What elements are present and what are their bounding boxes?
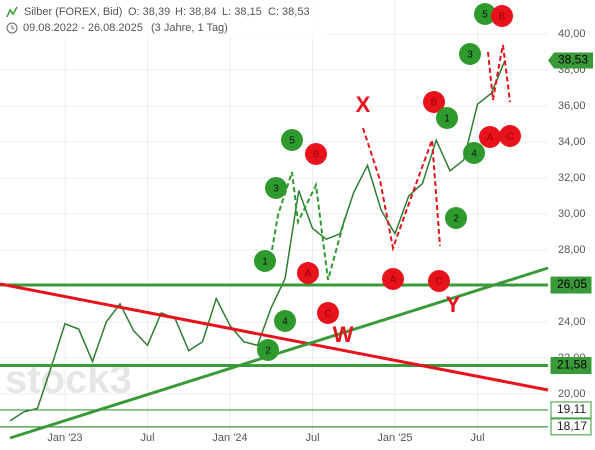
wave-circle	[317, 302, 339, 324]
wave-label: C	[435, 277, 442, 288]
icon	[6, 6, 18, 18]
wave-label: A	[390, 275, 397, 286]
wave-circle	[436, 107, 458, 129]
wave-label: 2	[265, 346, 271, 357]
wave-label: A	[487, 133, 494, 144]
y-tick-label: 20,00	[558, 388, 586, 400]
icon	[11, 25, 15, 30]
level-label: 19,11	[557, 402, 586, 416]
header: Silber (FOREX, Bid) O: 38,39 H: 38,84 L:…	[0, 0, 330, 38]
x-tick-label: Jan '24	[212, 432, 247, 444]
plot	[0, 60, 548, 428]
wave-circle	[297, 262, 319, 284]
y-tick-label: 36,00	[558, 100, 586, 112]
wave-circle	[382, 268, 404, 290]
wave-circle	[305, 143, 327, 165]
y-tick-label: 40,00	[558, 28, 586, 40]
level-tag	[550, 418, 592, 436]
pattern-label: X	[356, 92, 371, 117]
x-tick-label: Jan '25	[377, 432, 412, 444]
wave-circle	[491, 5, 513, 27]
wave-circle	[265, 177, 287, 199]
ohlc: L: 38,15	[222, 6, 262, 18]
projection	[271, 171, 346, 281]
level-tag	[550, 276, 592, 294]
wave-label: 1	[444, 114, 450, 125]
wave-label: B	[313, 150, 320, 161]
wave-circle	[445, 207, 467, 229]
pattern-label: Y	[446, 292, 461, 317]
ohlc: C: 38,53	[268, 6, 310, 18]
price-tag	[548, 52, 593, 69]
wave-circle	[479, 126, 501, 148]
ohlc: O: 38,39	[128, 6, 170, 18]
header-bg	[0, 0, 330, 38]
date-range: 09.08.2022 - 26.08.2025	[23, 22, 143, 34]
level-tag	[550, 401, 592, 419]
wave-label: C	[324, 309, 331, 320]
pattern-label: W	[333, 322, 354, 347]
ohlc: H: 38,84	[175, 6, 217, 18]
title: Silber (FOREX, Bid)	[24, 6, 122, 18]
trend-line	[0, 282, 549, 392]
y-tick-label: 32,00	[558, 172, 586, 184]
wave-label: 1	[262, 257, 268, 268]
wave-circle	[463, 142, 485, 164]
wave-label: A	[305, 269, 312, 280]
wave-circle	[428, 270, 450, 292]
wave-circle	[281, 129, 303, 151]
wave-label: 5	[289, 136, 295, 147]
x-tick-label: Jul	[140, 432, 154, 444]
wave-circle	[274, 310, 296, 332]
wave-circle	[257, 339, 279, 361]
wave-label: C	[506, 132, 513, 143]
wave-circle	[474, 3, 496, 25]
wave-circle	[499, 125, 521, 147]
x-tick-label: Jul	[305, 432, 319, 444]
price-label: 38,53	[558, 53, 588, 67]
wave-circle	[423, 91, 445, 113]
wave-label: 4	[471, 149, 477, 160]
projection	[362, 127, 441, 252]
wave-circle	[459, 43, 481, 65]
x-tick-label: Jul	[470, 432, 484, 444]
wave-label: B	[499, 12, 506, 23]
icon	[6, 22, 18, 34]
y-axis: 20,0022,0024,0026,0028,0030,0032,0034,00…	[47, 28, 593, 444]
y-tick-label: 28,00	[558, 244, 586, 256]
x-tick-label: Jan '23	[47, 432, 82, 444]
wave-label: 5	[482, 10, 488, 21]
y-tick-label: 30,00	[558, 208, 586, 220]
level-label: 26,05	[557, 277, 587, 291]
level-label: 21,58	[557, 358, 587, 372]
price-line	[9, 60, 506, 422]
wave-circle	[254, 250, 276, 272]
trend-line	[9, 266, 549, 440]
wave-label: 3	[273, 184, 279, 195]
wave-label: 4	[282, 317, 288, 328]
level-tag	[550, 356, 592, 374]
projection	[487, 44, 511, 103]
period: (3 Jahre, 1 Tag)	[151, 22, 228, 34]
wave-label: 3	[467, 50, 473, 61]
y-tick-label: 24,00	[558, 316, 586, 328]
y-tick-label: 34,00	[558, 136, 586, 148]
level-label: 18,17	[557, 419, 587, 433]
wave-label: 2	[453, 214, 459, 225]
wave-label: B	[431, 98, 438, 109]
